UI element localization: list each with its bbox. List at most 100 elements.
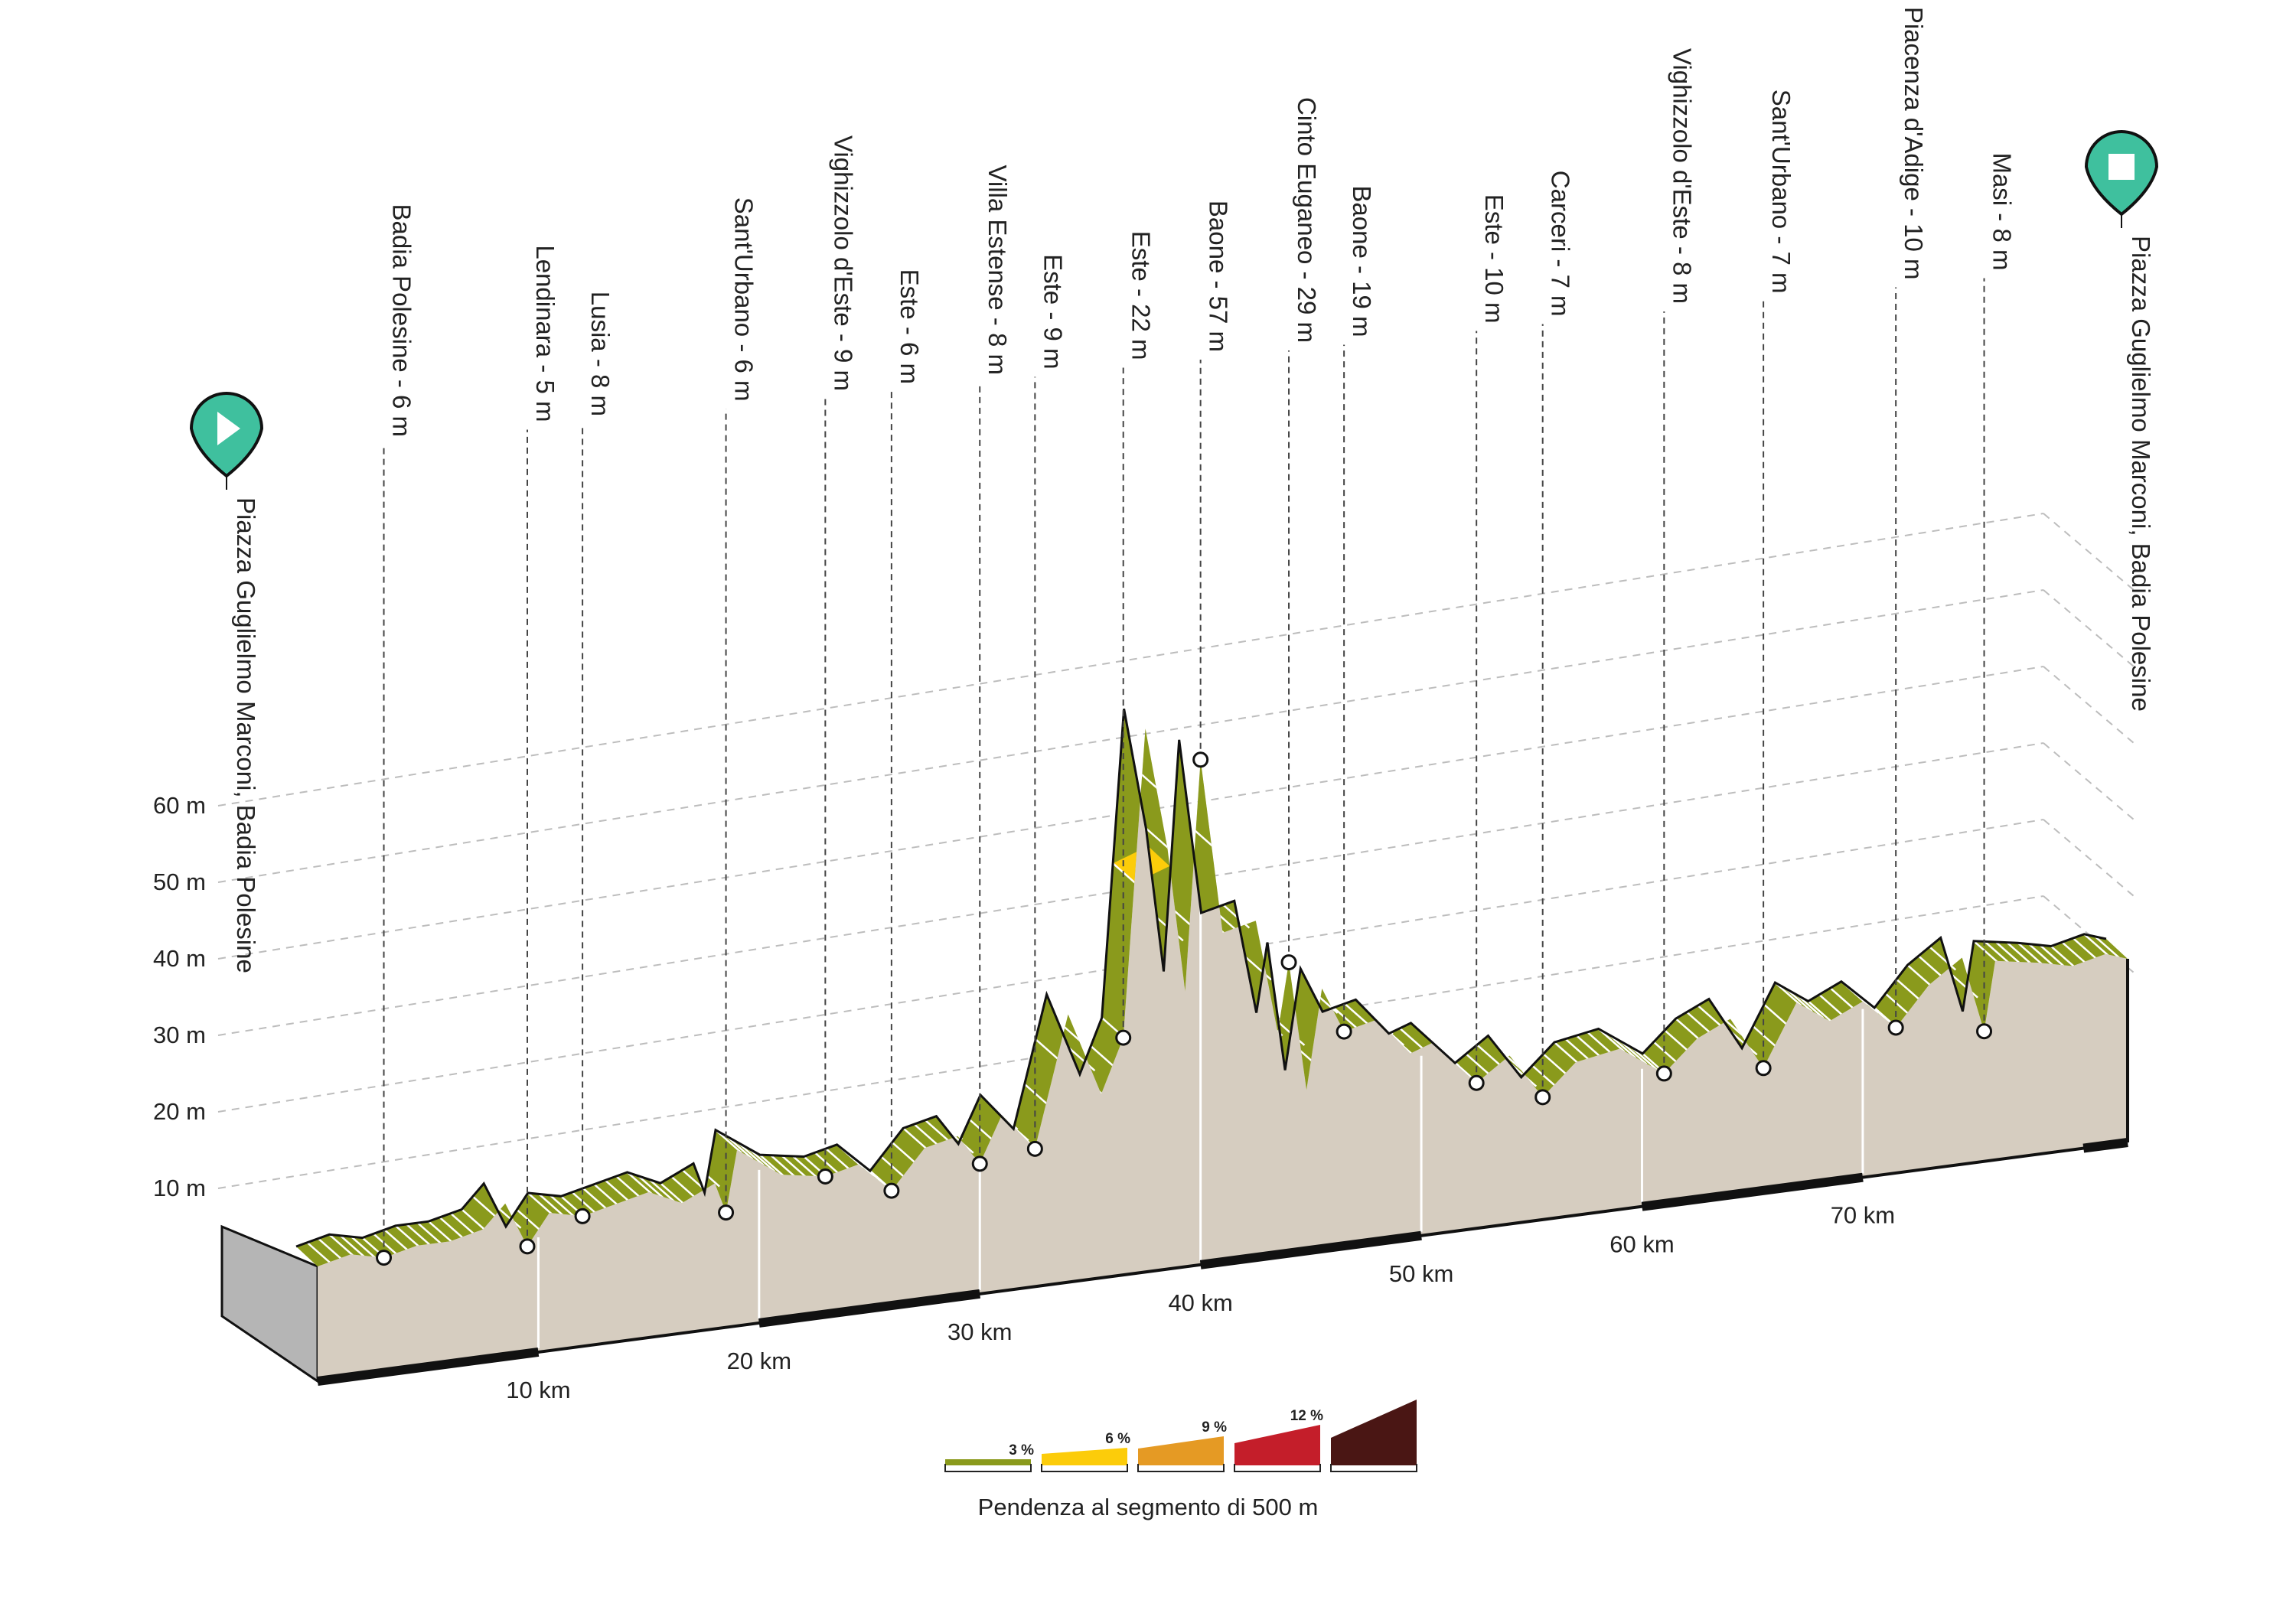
band-hatch <box>626 1171 654 1196</box>
band-hatch <box>1332 1006 1361 1031</box>
waypoint-label: Carceri - 7 m <box>1547 171 1575 317</box>
x-axis: 10 km 20 km 30 km 40 km 50 km 60 km 70 km <box>317 959 2129 1403</box>
band-hatch <box>2006 941 2034 966</box>
y-tick-label: 10 m <box>153 1175 206 1201</box>
profile-area <box>318 728 2128 1381</box>
km-band <box>317 1348 540 1386</box>
band-hatch <box>450 1212 478 1237</box>
band-hatch <box>383 1229 412 1254</box>
band-hatch <box>715 1129 742 1154</box>
band-hatch <box>1752 1025 1780 1051</box>
waypoint: Baone - 57 m <box>1192 200 1233 768</box>
y-tick-label: 30 m <box>153 1022 206 1048</box>
band-hatch <box>351 1236 378 1261</box>
marker-label: Piazza Guglielmo Marconi, Badia Polesine <box>232 497 260 973</box>
x-tick-label: 20 km <box>727 1348 791 1374</box>
band-hatch <box>1918 955 1945 980</box>
band-hatch <box>748 1148 776 1172</box>
y-tick-label: 20 m <box>153 1098 206 1125</box>
band-hatch <box>1631 1046 1658 1071</box>
band-hatch <box>891 1141 919 1166</box>
band-hatch <box>1763 1003 1791 1028</box>
waypoint: Este - 6 m <box>883 269 924 1199</box>
band-hatch <box>913 1123 941 1149</box>
band-hatch <box>880 1155 908 1181</box>
waypoint-label: Sant'Urbano - 7 m <box>1767 90 1795 294</box>
legend-bracket <box>944 1464 1032 1472</box>
band-hatch <box>1973 940 2001 965</box>
band-hatch <box>1686 1011 1714 1036</box>
band-hatch <box>2039 944 2067 970</box>
gradient-legend: 3 % 6 % 9 % 12 % Pendenza al segmento di 500… <box>944 1400 1417 1520</box>
waypoint-label: Este - 22 m <box>1127 231 1156 360</box>
band-hatch <box>1554 1041 1581 1067</box>
band-hatch <box>1531 1064 1559 1090</box>
waypoint-dot <box>1336 1023 1352 1040</box>
legend-swatch <box>945 1459 1031 1465</box>
y-tick-label: 50 m <box>153 869 206 895</box>
km-band <box>2082 1138 2128 1153</box>
band-hatch <box>1090 1045 1118 1070</box>
legend-bracket <box>1234 1464 1321 1472</box>
waypoint: Carceri - 7 m <box>1534 171 1575 1106</box>
waypoint-label: Este - 9 m <box>1039 254 1067 369</box>
waypoint-dot <box>1115 1029 1132 1046</box>
waypoint: Badia Polesine - 6 m <box>376 204 416 1266</box>
band-hatch <box>439 1216 467 1241</box>
band-hatch <box>1609 1034 1636 1059</box>
waypoint-dot <box>1026 1140 1043 1157</box>
band-hatch <box>373 1233 400 1258</box>
band-hatch <box>1068 1047 1096 1072</box>
band-hatch <box>1796 994 1825 1019</box>
legend-swatch <box>1331 1400 1417 1465</box>
grid-line <box>2043 513 2135 591</box>
band-hatch <box>1597 1028 1626 1053</box>
x-tick-label: 40 km <box>1168 1289 1232 1316</box>
band-hatch <box>968 1119 996 1143</box>
waypoint: Este - 10 m <box>1468 194 1508 1091</box>
grid-line <box>2043 819 2135 897</box>
waypoint-dot <box>1468 1074 1485 1091</box>
legend-label: 3 % <box>1009 1442 1034 1458</box>
band-hatch <box>648 1178 677 1204</box>
grid-line <box>217 589 2044 883</box>
band-hatch <box>516 1209 544 1234</box>
waypoint: Este - 9 m <box>1026 254 1067 1157</box>
waypoint: Sant'Urbano - 6 m <box>718 197 758 1221</box>
waypoint-label: Badia Polesine - 6 m <box>388 204 416 438</box>
band-hatch <box>1652 1041 1681 1066</box>
waypoint-label: Este - 6 m <box>895 269 924 384</box>
band-hatch <box>582 1187 610 1212</box>
start-marker: Piazza Guglielmo Marconi, Badia Polesine <box>189 392 264 973</box>
waypoint-dot <box>883 1182 900 1199</box>
band-hatch <box>328 1234 357 1259</box>
band-hatch <box>1575 1035 1603 1060</box>
band-hatch <box>538 1193 566 1218</box>
waypoint: Baone - 19 m <box>1336 185 1376 1040</box>
legend-label: 9 % <box>1202 1419 1227 1436</box>
waypoint: Vighizzolo d'Este - 8 m <box>1655 48 1696 1082</box>
band-hatch <box>2083 933 2111 958</box>
waypoint-dot <box>1534 1089 1551 1106</box>
band-hatch <box>792 1155 820 1180</box>
band-hatch <box>416 1222 445 1247</box>
waypoint: Lusia - 8 m <box>574 292 615 1224</box>
band-hatch <box>2072 937 2100 962</box>
waypoint-label: Lendinara - 5 m <box>531 245 559 422</box>
marker-label: Piazza Guglielmo Marconi, Badia Polesine <box>2127 236 2155 712</box>
x-tick-label: 70 km <box>1831 1202 1895 1229</box>
band-hatch <box>406 1224 434 1248</box>
legend-bracket <box>1041 1464 1128 1472</box>
band-hatch <box>660 1182 687 1207</box>
play-icon <box>217 412 240 445</box>
band-hatch <box>2028 943 2056 968</box>
waypoint-label: Cinto Euganeo - 29 m <box>1293 97 1321 343</box>
band-hatch <box>1476 1044 1504 1069</box>
waypoint: Vighizzolo d'Este - 9 m <box>817 135 857 1185</box>
waypoint-dot <box>718 1204 735 1221</box>
legend-bracket <box>1330 1464 1417 1472</box>
waypoint: Este - 22 m <box>1115 231 1156 1046</box>
waypoint-dot <box>971 1155 988 1172</box>
waypoint-label: Sant'Urbano - 6 m <box>730 197 758 402</box>
